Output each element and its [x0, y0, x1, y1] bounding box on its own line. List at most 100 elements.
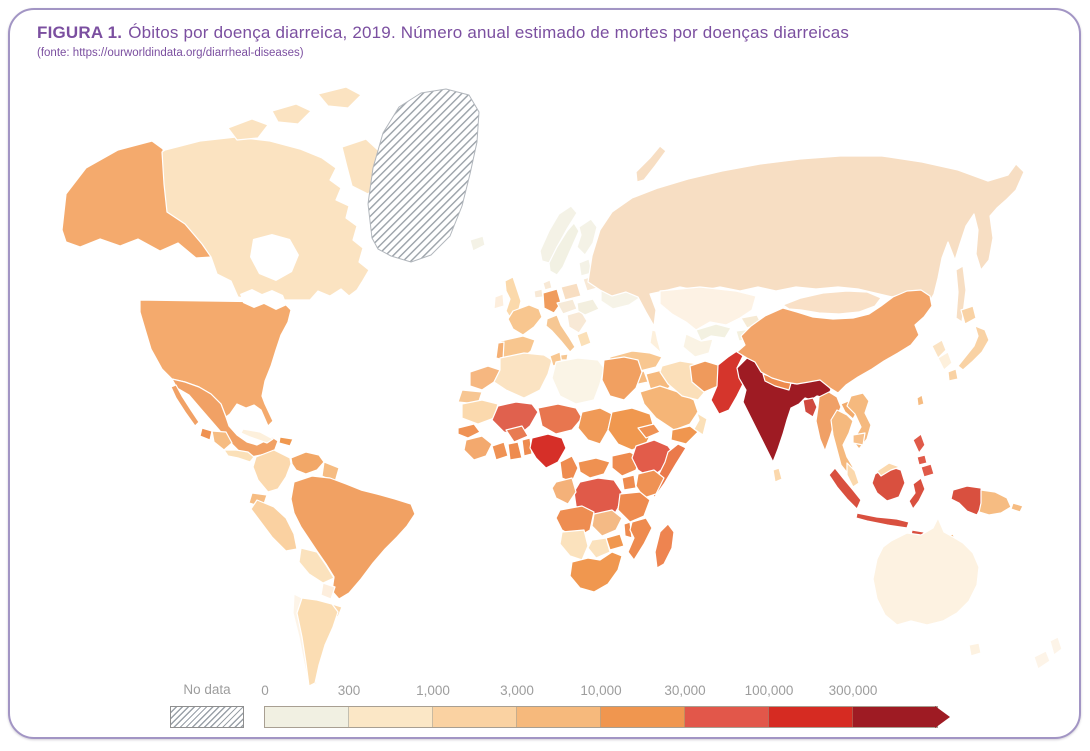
- country-guatemala: [199, 427, 213, 441]
- figure-title-text: Óbitos por doença diarreica, 2019. Númer…: [128, 23, 850, 42]
- country-sweden: [548, 222, 580, 276]
- country-venezuela: [290, 451, 325, 475]
- country-north-korea: [931, 339, 947, 359]
- country-new-britain: [1010, 502, 1024, 513]
- country-botswana: [587, 537, 611, 559]
- country-novaya-zemlya: [635, 145, 667, 183]
- country-indonesia-sumatra: [828, 467, 862, 510]
- country-benelux: [533, 288, 544, 299]
- country-malawi: [623, 521, 633, 539]
- country-sakhalin: [955, 265, 967, 323]
- country-colombia: [252, 449, 292, 493]
- country-eritrea: [637, 423, 661, 439]
- country-romania: [576, 298, 600, 316]
- country-japan-kyushu: [947, 368, 959, 382]
- country-greenland-no-data: [367, 88, 480, 263]
- country-new-zealand-south: [1033, 650, 1051, 670]
- country-taiwan: [916, 394, 925, 407]
- great-lakes: [240, 289, 287, 310]
- country-papua-new-guinea: [978, 489, 1012, 516]
- hudson-bay: [250, 234, 299, 281]
- figure-number: FIGURA 1.: [37, 23, 123, 42]
- country-china: [736, 289, 933, 394]
- country-canada: [161, 136, 370, 301]
- country-honduras-nicaragua: [211, 430, 233, 451]
- country-france: [507, 304, 543, 336]
- country-finland: [576, 218, 598, 256]
- country-usa: [139, 299, 292, 427]
- country-guinea-region: [463, 435, 493, 461]
- country-namibia: [559, 529, 589, 561]
- country-mongolia: [782, 290, 882, 315]
- country-uganda: [621, 474, 637, 491]
- country-cambodia: [852, 432, 866, 446]
- country-canadian-arctic-island-1: [227, 118, 269, 141]
- country-brazil: [290, 475, 416, 600]
- country-mozambique: [627, 517, 653, 561]
- country-japan-hokkaido: [960, 305, 977, 325]
- country-oman: [693, 412, 708, 436]
- country-ivory-coast: [491, 441, 509, 461]
- country-egypt: [601, 356, 643, 401]
- country-thailand: [830, 409, 854, 476]
- country-central-african-republic: [577, 457, 611, 479]
- country-bangladesh: [802, 397, 818, 418]
- country-paraguay: [320, 582, 336, 600]
- country-mexico-baja: [170, 384, 200, 427]
- country-tasmania: [968, 642, 982, 657]
- country-madagascar: [654, 523, 675, 569]
- country-mali: [491, 401, 539, 437]
- country-greece: [576, 330, 592, 348]
- country-indonesia-java: [855, 512, 910, 529]
- country-philippines-luzon: [912, 433, 926, 454]
- country-south-africa: [569, 551, 623, 593]
- country-benin-togo: [521, 437, 533, 457]
- country-indonesia-papua: [950, 485, 984, 516]
- country-philippines-mindanao: [920, 463, 935, 478]
- country-chad: [577, 407, 613, 445]
- country-russia: [587, 155, 1025, 327]
- country-congo-gabon: [551, 477, 577, 505]
- figure-title: FIGURA 1. Óbitos por doença diarreica, 20…: [37, 23, 849, 43]
- country-niger: [537, 403, 583, 435]
- country-philippines-visayas: [916, 454, 928, 466]
- figure-source: (fonte: https://ourworldindata.org/diarr…: [37, 47, 304, 59]
- country-myanmar: [815, 391, 842, 452]
- country-canadian-arctic-island-3: [317, 86, 362, 109]
- country-new-zealand-north: [1049, 636, 1063, 656]
- country-south-korea: [937, 351, 953, 371]
- country-malaysia: [846, 462, 860, 488]
- country-libya: [551, 357, 605, 405]
- country-turkmenistan: [682, 333, 714, 358]
- country-central-europe: [556, 298, 578, 315]
- country-japan-honshu: [957, 325, 990, 371]
- country-peru: [250, 499, 298, 552]
- country-argentina: [296, 597, 339, 687]
- country-tanzania: [617, 491, 651, 523]
- country-senegal: [457, 423, 481, 439]
- country-norway: [539, 205, 578, 264]
- country-malaysia-borneo: [876, 462, 901, 477]
- country-algeria: [493, 352, 553, 399]
- country-mexico: [171, 378, 279, 458]
- country-ireland: [493, 293, 505, 310]
- figure-caption: FIGURA 1. Óbitos por doença diarreica, 20…: [37, 23, 849, 59]
- country-kazakhstan: [659, 286, 757, 331]
- country-bolivia: [298, 547, 335, 584]
- country-ghana: [507, 441, 523, 461]
- country-nigeria: [529, 433, 567, 469]
- country-cameroon: [559, 455, 579, 483]
- country-costa-rica-panama: [223, 449, 255, 463]
- country-iceland: [469, 235, 486, 252]
- country-saudi-arabia: [639, 385, 699, 431]
- country-sri-lanka: [772, 467, 783, 483]
- country-burkina-faso: [505, 425, 529, 443]
- country-zambia: [591, 509, 623, 537]
- country-italy: [545, 314, 576, 353]
- country-pakistan: [710, 350, 746, 415]
- country-australia: [872, 517, 980, 626]
- caspian-sea: [654, 316, 674, 362]
- country-poland: [560, 282, 582, 301]
- country-yemen: [670, 425, 699, 445]
